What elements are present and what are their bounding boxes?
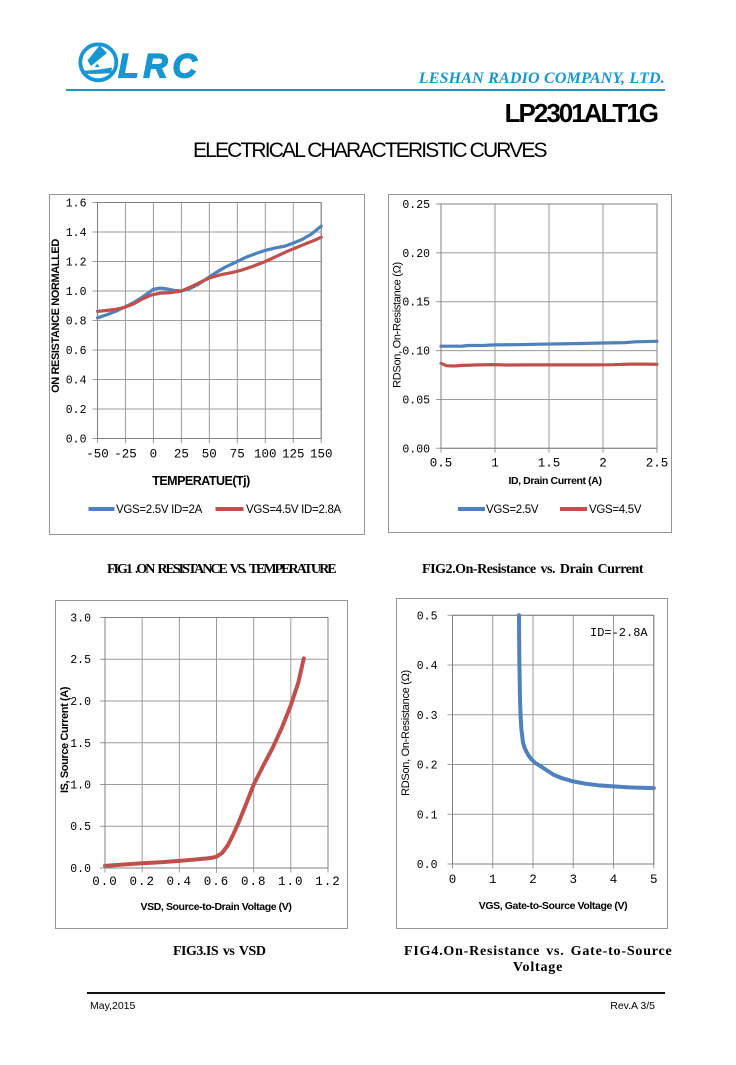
svg-text:0.6: 0.6: [204, 875, 230, 889]
svg-text:0.0: 0.0: [92, 875, 118, 889]
svg-text:1.6: 1.6: [66, 198, 87, 211]
svg-text:-50: -50: [86, 448, 109, 462]
svg-text:0.4: 0.4: [167, 875, 193, 889]
svg-text:50: 50: [202, 448, 217, 462]
svg-text:125: 125: [282, 448, 305, 462]
svg-text:1: 1: [491, 456, 499, 470]
svg-text:0.8: 0.8: [66, 316, 87, 329]
svg-text:3: 3: [569, 873, 577, 887]
svg-text:ID=-2.8A: ID=-2.8A: [590, 626, 648, 640]
svg-text:0.8: 0.8: [241, 875, 267, 889]
svg-text:0.1: 0.1: [417, 809, 438, 822]
svg-text:1.0: 1.0: [278, 875, 304, 889]
svg-text:2: 2: [529, 873, 537, 887]
svg-text:4: 4: [610, 873, 618, 887]
svg-text:0.15: 0.15: [402, 297, 430, 310]
svg-text:2: 2: [599, 456, 607, 470]
svg-text:0: 0: [150, 448, 158, 462]
svg-text:1.0: 1.0: [66, 286, 87, 299]
svg-text:2.5: 2.5: [70, 654, 91, 667]
svg-text:0.10: 0.10: [402, 346, 430, 359]
svg-text:1.0: 1.0: [70, 780, 91, 793]
svg-text:VSD, Source-to-Drain Voltage (: VSD, Source-to-Drain Voltage (V): [141, 901, 292, 913]
svg-text:ON RESISTANCE NORMALLED: ON RESISTANCE NORMALLED: [50, 239, 62, 393]
svg-text:VGS=4.5V ID=2.8A: VGS=4.5V ID=2.8A: [246, 504, 342, 516]
svg-text:0.05: 0.05: [402, 394, 430, 407]
svg-text:IS, Source Current (A): IS, Source Current (A): [59, 686, 71, 793]
svg-text:TEMPERATUE(Tj): TEMPERATUE(Tj): [152, 474, 250, 488]
svg-text:1.5: 1.5: [70, 738, 91, 751]
svg-text:0.4: 0.4: [417, 660, 438, 673]
svg-text:1.5: 1.5: [538, 456, 561, 470]
svg-text:100: 100: [254, 448, 277, 462]
svg-text:0.6: 0.6: [66, 345, 87, 358]
svg-text:0.2: 0.2: [66, 404, 87, 417]
svg-text:0.2: 0.2: [417, 760, 438, 773]
svg-text:0.20: 0.20: [402, 248, 430, 261]
svg-text:0.00: 0.00: [402, 443, 430, 456]
svg-text:RDSon, On-Resistance (Ω): RDSon, On-Resistance (Ω): [392, 262, 404, 388]
svg-text:0.0: 0.0: [70, 863, 91, 876]
svg-text:2.0: 2.0: [70, 696, 91, 709]
svg-text:0.4: 0.4: [66, 375, 87, 388]
svg-text:25: 25: [174, 448, 189, 462]
svg-text:0.0: 0.0: [417, 859, 438, 872]
svg-text:0.0: 0.0: [66, 434, 87, 447]
svg-text:0.3: 0.3: [417, 710, 438, 723]
svg-text:-25: -25: [114, 448, 137, 462]
svg-text:VGS=4.5V: VGS=4.5V: [589, 504, 642, 516]
svg-text:0.2: 0.2: [129, 875, 155, 889]
svg-text:VGS, Gate-to-Source Voltage (V: VGS, Gate-to-Source Voltage (V): [479, 900, 627, 912]
svg-text:1: 1: [489, 873, 497, 887]
svg-text:0.5: 0.5: [417, 610, 438, 623]
svg-text:75: 75: [230, 448, 245, 462]
svg-text:VGS=2.5V: VGS=2.5V: [486, 504, 539, 516]
svg-text:0.25: 0.25: [402, 199, 430, 212]
svg-text:RDSon, On-Resistance (Ω): RDSon, On-Resistance (Ω): [400, 670, 412, 796]
svg-text:LRC: LRC: [118, 48, 201, 86]
svg-text:150: 150: [310, 448, 333, 462]
svg-text:ID, Drain Current (A): ID, Drain Current (A): [508, 475, 601, 487]
svg-text:VGS=2.5V ID=2A: VGS=2.5V ID=2A: [116, 504, 203, 516]
svg-text:1.2: 1.2: [66, 257, 87, 270]
svg-text:0.5: 0.5: [430, 456, 453, 470]
svg-text:0: 0: [449, 873, 457, 887]
svg-text:1.4: 1.4: [66, 227, 87, 240]
svg-text:5: 5: [650, 873, 658, 887]
svg-text:3.0: 3.0: [70, 613, 91, 626]
svg-text:2.5: 2.5: [646, 456, 669, 470]
svg-text:1.2: 1.2: [315, 875, 341, 889]
svg-text:0.5: 0.5: [70, 821, 91, 834]
